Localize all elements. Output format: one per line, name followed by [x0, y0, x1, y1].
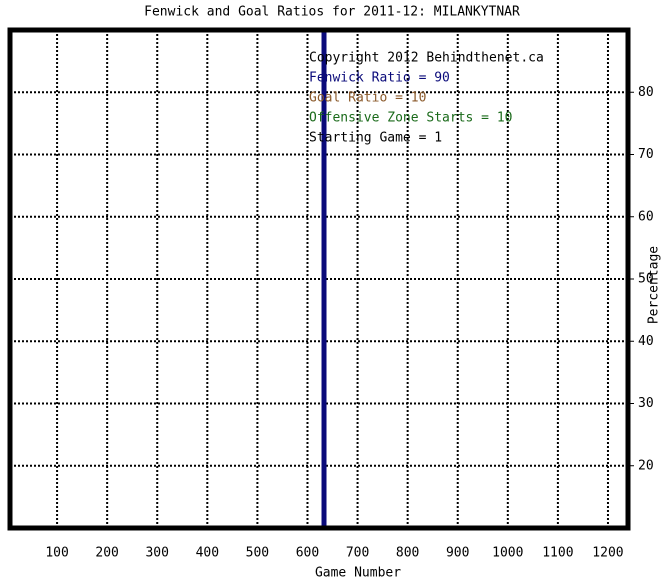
plot-frame	[7, 27, 631, 531]
annotation: Goal Ratio = 10	[309, 91, 426, 106]
x-tick-label: 500	[246, 546, 269, 561]
y-tick-label: 40	[638, 334, 654, 349]
x-tick-label: 400	[196, 546, 219, 561]
y-tick-label: 70	[638, 147, 654, 162]
y-tick-label: 20	[638, 458, 654, 473]
annotation: Starting Game = 1	[309, 131, 442, 146]
x-tick-label: 300	[145, 546, 168, 561]
y-axis-label: Percentage	[647, 246, 662, 324]
x-tick-label: 800	[396, 546, 419, 561]
x-tick-label: 100	[45, 546, 68, 561]
x-tick-label: 1200	[592, 546, 623, 561]
x-tick-label: 1000	[492, 546, 523, 561]
y-tick-label: 80	[638, 85, 654, 100]
x-tick-label: 200	[95, 546, 118, 561]
annotation: Fenwick Ratio = 90	[309, 71, 450, 86]
y-tick-label: 60	[638, 209, 654, 224]
x-axis-label: Game Number	[315, 566, 401, 580]
x-tick-label: 1100	[542, 546, 573, 561]
x-tick-label: 900	[446, 546, 469, 561]
y-tick-label: 30	[638, 396, 654, 411]
x-tick-label: 600	[296, 546, 319, 561]
annotation: Copyright 2012 Behindthenet.ca	[309, 51, 544, 66]
y-tick-label: 50	[638, 272, 654, 287]
annotation: Offensive Zone Starts = 10	[309, 111, 513, 126]
chart-title: Fenwick and Goal Ratios for 2011-12: MIL…	[144, 5, 520, 20]
x-tick-label: 700	[346, 546, 369, 561]
